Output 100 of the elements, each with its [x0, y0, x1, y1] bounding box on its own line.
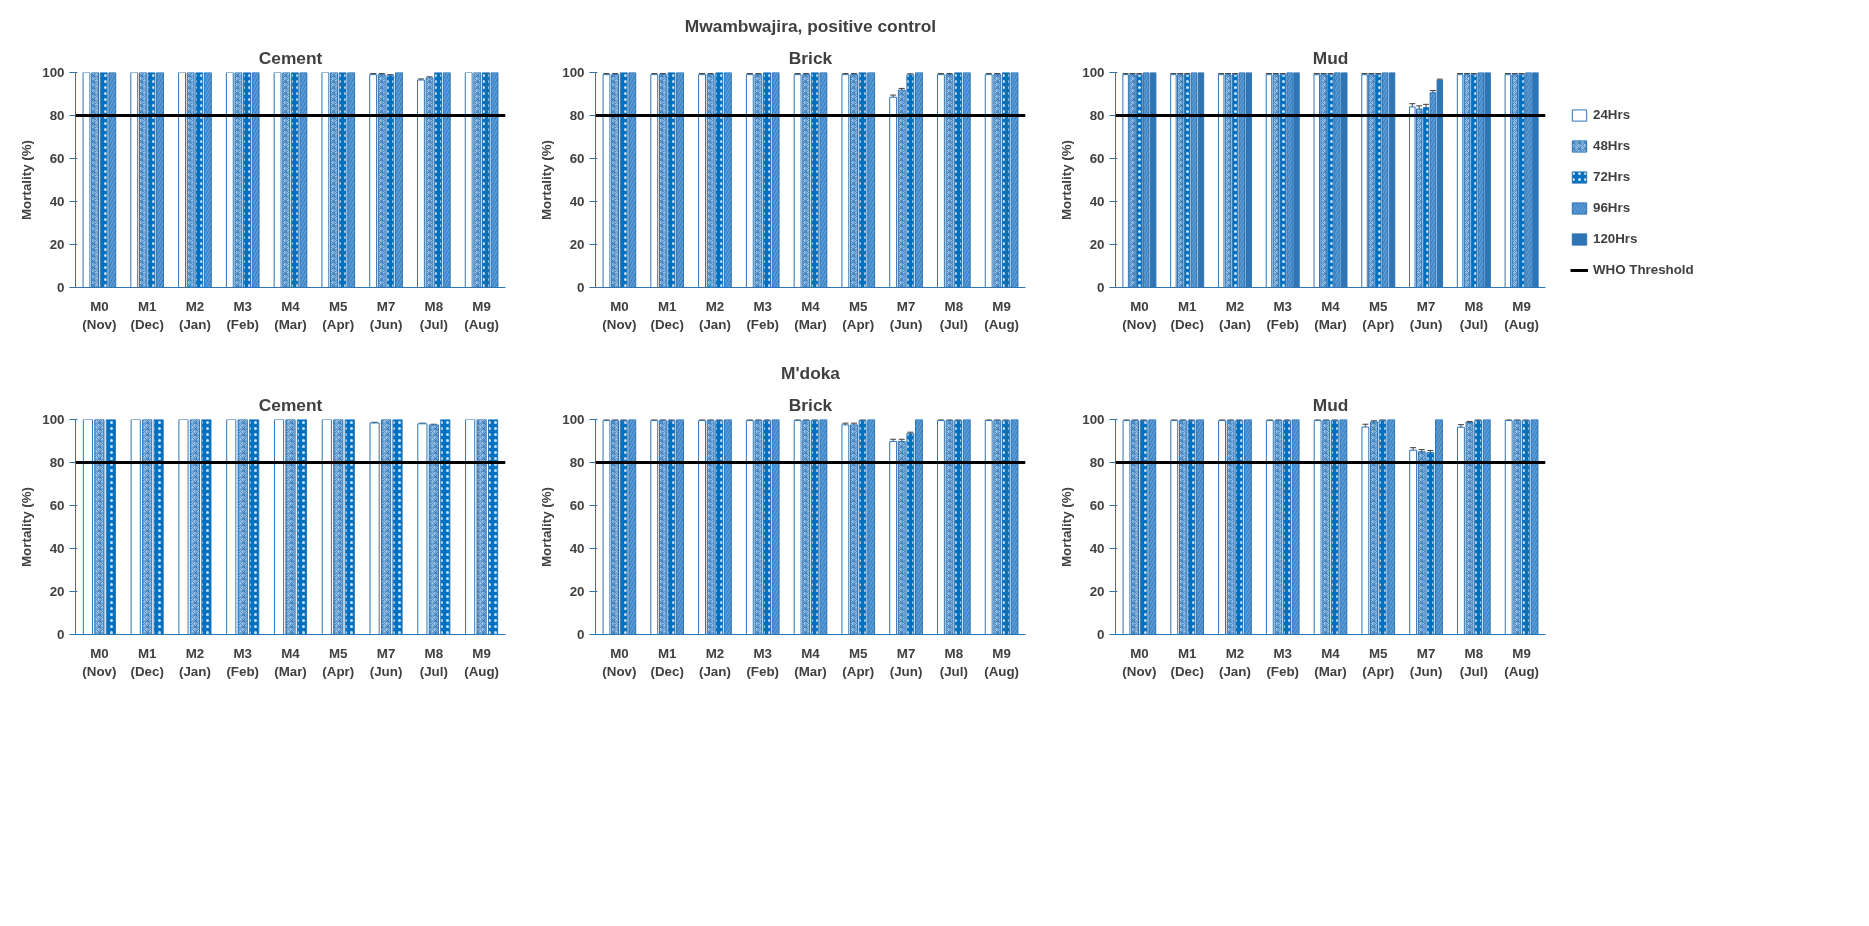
x-tick-label: M3 (Feb) [746, 645, 780, 679]
x-tick-label: M2 (Jan) [179, 298, 211, 332]
x-tick-label: M7 (Jun) [889, 298, 923, 332]
y-tick-label: 20 [49, 584, 65, 599]
y-tick-label: 0 [1097, 627, 1105, 642]
chart-title: Cement [258, 394, 323, 415]
y-tick-label: 100 [1082, 412, 1105, 427]
x-tick-label: M8 (Jul) [419, 645, 448, 679]
y-tick-label: 0 [577, 627, 585, 642]
x-tick-label: M7 (Jun) [1409, 298, 1443, 332]
x-tick-label: M5 (Apr) [322, 298, 355, 332]
y-tick-label: 80 [1089, 455, 1105, 470]
chart-title: Cement [258, 47, 323, 68]
y-tick-label: 40 [1089, 541, 1105, 556]
x-tick-label: M4 (Mar) [1314, 298, 1347, 332]
y-axis-title: Mortality (%) [539, 487, 555, 567]
y-tick-label: 60 [49, 498, 65, 513]
x-tick-label: M3 (Feb) [746, 298, 780, 332]
y-tick-label: 80 [49, 108, 65, 123]
x-tick-label: M2 (Jan) [179, 645, 211, 679]
legend-label: WHO Threshold [1593, 262, 1694, 277]
x-tick-label: M9 (Aug) [984, 645, 1020, 679]
chart-subtitle: Mwambwajira, positive control [684, 15, 937, 36]
y-tick-label: 100 [42, 412, 65, 427]
x-tick-label: M3 (Feb) [226, 645, 260, 679]
y-tick-label: 100 [42, 65, 65, 80]
chart-subtitle: M'doka [781, 362, 841, 383]
legend-label: 72Hrs [1593, 169, 1631, 184]
x-tick-label: M4 (Mar) [274, 298, 307, 332]
x-tick-label: M9 (Aug) [1504, 645, 1540, 679]
legend-label: 96Hrs [1593, 200, 1631, 215]
x-tick-label: M2 (Jan) [699, 645, 731, 679]
chart-title: Brick [788, 394, 833, 415]
x-tick-label: M0 (Nov) [82, 298, 117, 332]
x-tick-label: M0 (Nov) [602, 645, 637, 679]
y-tick-label: 40 [569, 194, 585, 209]
x-tick-label: M9 (Aug) [1504, 298, 1540, 332]
y-tick-label: 0 [1097, 280, 1105, 295]
x-tick-label: M3 (Feb) [226, 298, 260, 332]
y-tick-label: 80 [49, 455, 65, 470]
y-tick-label: 60 [569, 498, 585, 513]
x-tick-label: M8 (Jul) [1459, 645, 1488, 679]
y-tick-label: 60 [1089, 498, 1105, 513]
y-tick-label: 80 [569, 108, 585, 123]
legend-label: 120Hrs [1593, 231, 1638, 246]
y-axis-title: Mortality (%) [1059, 140, 1075, 220]
y-tick-label: 80 [1089, 108, 1105, 123]
y-axis-title: Mortality (%) [539, 140, 555, 220]
y-tick-label: 0 [57, 280, 65, 295]
x-tick-label: M8 (Jul) [939, 298, 968, 332]
y-tick-label: 0 [57, 627, 65, 642]
x-tick-label: M5 (Apr) [842, 645, 875, 679]
y-tick-label: 40 [49, 541, 65, 556]
x-tick-label: M4 (Mar) [794, 645, 827, 679]
x-tick-label: M5 (Apr) [1362, 645, 1395, 679]
x-tick-label: M1 (Dec) [1170, 645, 1204, 679]
y-tick-label: 40 [569, 541, 585, 556]
x-tick-label: M4 (Mar) [794, 298, 827, 332]
chart-title: Brick [788, 47, 833, 68]
x-tick-label: M0 (Nov) [1122, 298, 1157, 332]
y-tick-label: 0 [577, 280, 585, 295]
x-tick-label: M5 (Apr) [322, 645, 355, 679]
x-tick-label: M1 (Dec) [650, 645, 684, 679]
x-tick-label: M2 (Jan) [1219, 298, 1251, 332]
x-tick-label: M1 (Dec) [650, 298, 684, 332]
x-tick-label: M8 (Jul) [419, 298, 448, 332]
y-axis-title: Mortality (%) [1059, 487, 1075, 567]
chart-title: Mud [1312, 394, 1349, 415]
x-tick-label: M2 (Jan) [1219, 645, 1251, 679]
y-tick-label: 20 [49, 237, 65, 252]
chart-title: Mud [1312, 47, 1349, 68]
y-axis-title: Mortality (%) [19, 487, 35, 567]
x-tick-label: M0 (Nov) [1122, 645, 1157, 679]
x-tick-label: M7 (Jun) [369, 298, 403, 332]
x-tick-label: M5 (Apr) [1362, 298, 1395, 332]
y-tick-label: 60 [569, 151, 585, 166]
legend-label: 24Hrs [1593, 107, 1631, 122]
x-tick-label: M0 (Nov) [82, 645, 117, 679]
x-tick-label: M0 (Nov) [602, 298, 637, 332]
x-tick-label: M9 (Aug) [984, 298, 1020, 332]
x-tick-label: M2 (Jan) [699, 298, 731, 332]
x-tick-label: M7 (Jun) [369, 645, 403, 679]
y-tick-label: 40 [49, 194, 65, 209]
y-tick-label: 20 [1089, 584, 1105, 599]
x-tick-label: M8 (Jul) [1459, 298, 1488, 332]
y-tick-label: 60 [49, 151, 65, 166]
x-tick-label: M9 (Aug) [464, 645, 500, 679]
y-tick-label: 100 [562, 65, 585, 80]
x-tick-label: M7 (Jun) [1409, 645, 1443, 679]
x-tick-label: M3 (Feb) [1266, 298, 1300, 332]
y-axis-title: Mortality (%) [19, 140, 35, 220]
x-tick-label: M9 (Aug) [464, 298, 500, 332]
y-tick-label: 20 [569, 584, 585, 599]
y-tick-label: 60 [1089, 151, 1105, 166]
legend-label: 48Hrs [1593, 138, 1631, 153]
x-tick-label: M7 (Jun) [889, 645, 923, 679]
x-tick-label: M1 (Dec) [130, 645, 164, 679]
x-tick-label: M1 (Dec) [130, 298, 164, 332]
x-tick-label: M5 (Apr) [842, 298, 875, 332]
y-tick-label: 80 [569, 455, 585, 470]
